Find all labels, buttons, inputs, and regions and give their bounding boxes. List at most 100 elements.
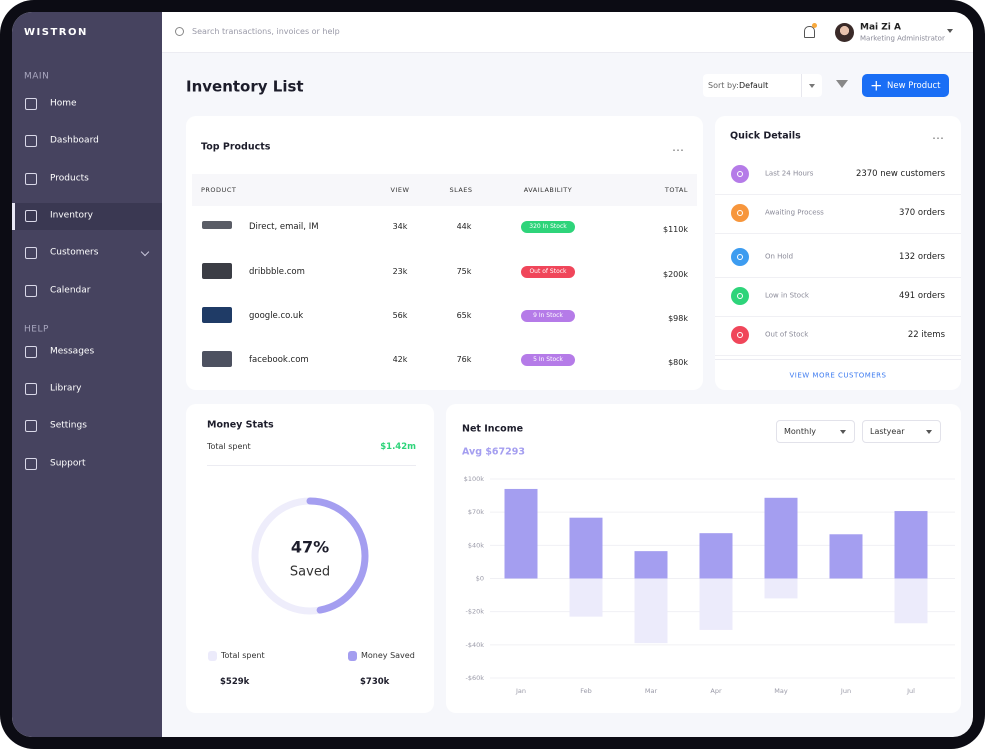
chart-subtitle: Avg $67293	[462, 446, 525, 458]
filter-value: Monthly	[784, 427, 817, 436]
filter-caret	[840, 430, 846, 434]
product-image	[202, 307, 232, 323]
filter-icon[interactable]	[836, 80, 848, 88]
search-input[interactable]: Search transactions, invoices or help	[192, 27, 340, 36]
separator	[715, 233, 961, 234]
views: 42k	[392, 355, 408, 364]
availability: Out of Stock	[529, 268, 567, 275]
views: 34k	[392, 222, 408, 231]
new-product-button[interactable]: + New Product	[862, 74, 949, 97]
detail-label: Last 24 Hours	[765, 169, 814, 178]
graphic: 47% Saved	[251, 497, 369, 615]
filter-select[interactable]: Lastyear	[862, 420, 941, 443]
separator	[715, 316, 961, 317]
search-icon	[175, 27, 184, 36]
availability-badge: Out of Stock	[521, 266, 575, 278]
graphic: $100k $70k $40k $0 -$20k -$40k -$60k Jan Feb Mar A…	[464, 475, 955, 695]
nav-item[interactable]: Calendar	[50, 285, 91, 296]
nav-icon	[25, 383, 37, 395]
nav-item[interactable]: Products	[50, 173, 89, 184]
sort-caret	[809, 84, 815, 88]
availability: 320 In Stock	[529, 223, 567, 230]
sort-select[interactable]: Sort by: Default	[703, 74, 822, 97]
more-menu[interactable]: …	[932, 128, 944, 142]
column-header: TOTAL	[664, 185, 688, 194]
chart-title: Net Income	[462, 423, 524, 435]
nav-item[interactable]: Dashboard	[50, 135, 99, 146]
x-tick-label: Jun	[840, 687, 851, 695]
detail-label: On Hold	[765, 252, 794, 261]
y-tick-label: $0	[476, 575, 484, 583]
sales: 75k	[456, 267, 472, 276]
separator	[715, 194, 961, 195]
nav-icon	[25, 346, 37, 358]
nav-item[interactable]: Settings	[50, 420, 87, 431]
sales: 76k	[456, 355, 472, 364]
filter-select[interactable]: Monthly	[776, 420, 855, 443]
view-more-link[interactable]: VIEW MORE CUSTOMERS	[789, 371, 887, 380]
bar	[699, 533, 733, 579]
status-icon-glyph	[737, 293, 743, 299]
filter-value: Lastyear	[870, 427, 905, 436]
sales: 44k	[456, 222, 472, 231]
legend-swatch	[208, 651, 217, 661]
x-tick-label: Jan	[515, 687, 526, 695]
availability-badge: 9 In Stock	[521, 310, 575, 322]
nav-item[interactable]: Messages	[50, 346, 95, 357]
total: $98k	[668, 314, 688, 323]
sort-label: Sort by:	[708, 81, 739, 90]
nav-icon	[25, 98, 37, 110]
user-menu[interactable]	[947, 29, 953, 33]
product-name: dribbble.com	[249, 266, 305, 277]
y-tick-label: $100k	[464, 475, 485, 483]
product-name: Direct, email, IM	[249, 221, 319, 232]
nav-icon	[25, 420, 37, 432]
notification-dot	[812, 23, 817, 28]
bar	[569, 578, 603, 617]
nav-item[interactable]: Inventory	[50, 210, 93, 221]
y-tick-label: -$40k	[465, 641, 484, 649]
separator	[715, 359, 961, 360]
x-tick-label: Mar	[645, 687, 658, 695]
column-header: PRODUCT	[201, 185, 237, 194]
money-stats-card: Money Stats Total spent $1.42m 47% Saved Tota…	[186, 404, 434, 713]
availability: 9 In Stock	[533, 312, 563, 319]
bar	[634, 578, 668, 644]
total: $80k	[668, 358, 688, 367]
nav-icon	[25, 173, 37, 185]
bar	[894, 511, 928, 579]
user-name: Mai Zi A	[860, 22, 901, 33]
total: $110k	[663, 225, 688, 234]
legend-label: Money Saved	[361, 651, 415, 660]
availability: 5 In Stock	[533, 356, 563, 363]
page-title: Inventory List	[186, 77, 304, 96]
detail-value: 491 orders	[898, 290, 945, 301]
x-tick-label: Jul	[906, 687, 915, 695]
bar	[699, 578, 733, 630]
y-tick-label: $40k	[468, 541, 484, 549]
separator	[715, 277, 961, 278]
detail-value: 370 orders	[898, 207, 945, 218]
card-title: Top Products	[201, 141, 271, 153]
bell-icon[interactable]	[804, 26, 815, 38]
avatar[interactable]	[835, 23, 854, 42]
nav-icon	[25, 135, 37, 147]
x-tick-label: Feb	[580, 687, 592, 695]
bar	[764, 497, 798, 579]
nav-item[interactable]: Customers	[50, 247, 99, 258]
legend-value: $730k	[360, 676, 390, 687]
views: 23k	[392, 267, 408, 276]
legend-swatch	[348, 651, 357, 661]
y-tick-label: $70k	[468, 508, 484, 516]
nav-item[interactable]: Support	[50, 458, 86, 469]
nav-item[interactable]: Home	[50, 98, 77, 109]
button-label: New Product	[887, 80, 941, 91]
active-highlight	[12, 203, 162, 230]
separator	[715, 355, 961, 356]
brand: WISTRON	[24, 27, 88, 38]
more-menu[interactable]: …	[672, 140, 685, 154]
nav-item[interactable]: Library	[50, 383, 82, 394]
bar	[504, 488, 538, 579]
detail-value: 132 orders	[898, 251, 945, 262]
